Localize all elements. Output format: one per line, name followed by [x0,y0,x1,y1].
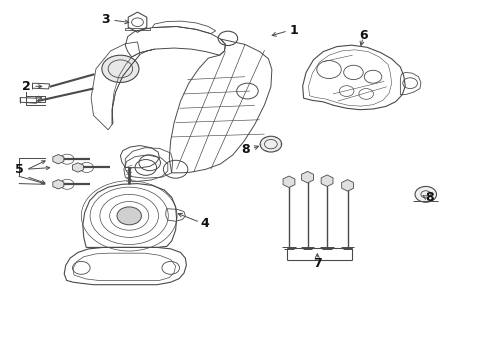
Text: 1: 1 [290,24,298,37]
Circle shape [117,207,142,225]
Text: 8: 8 [425,192,434,204]
Circle shape [260,136,282,152]
Text: 7: 7 [313,257,322,270]
Text: 6: 6 [359,29,368,42]
Polygon shape [73,163,83,172]
Polygon shape [342,180,353,191]
Text: 4: 4 [200,216,209,230]
Polygon shape [53,154,64,164]
Polygon shape [302,171,314,183]
Polygon shape [283,176,295,188]
Circle shape [102,55,139,82]
Text: 2: 2 [22,80,30,93]
Circle shape [415,186,437,202]
Text: 5: 5 [15,163,24,176]
Text: 8: 8 [242,143,250,156]
Text: 3: 3 [101,13,110,26]
Polygon shape [53,180,64,189]
Polygon shape [321,175,333,186]
